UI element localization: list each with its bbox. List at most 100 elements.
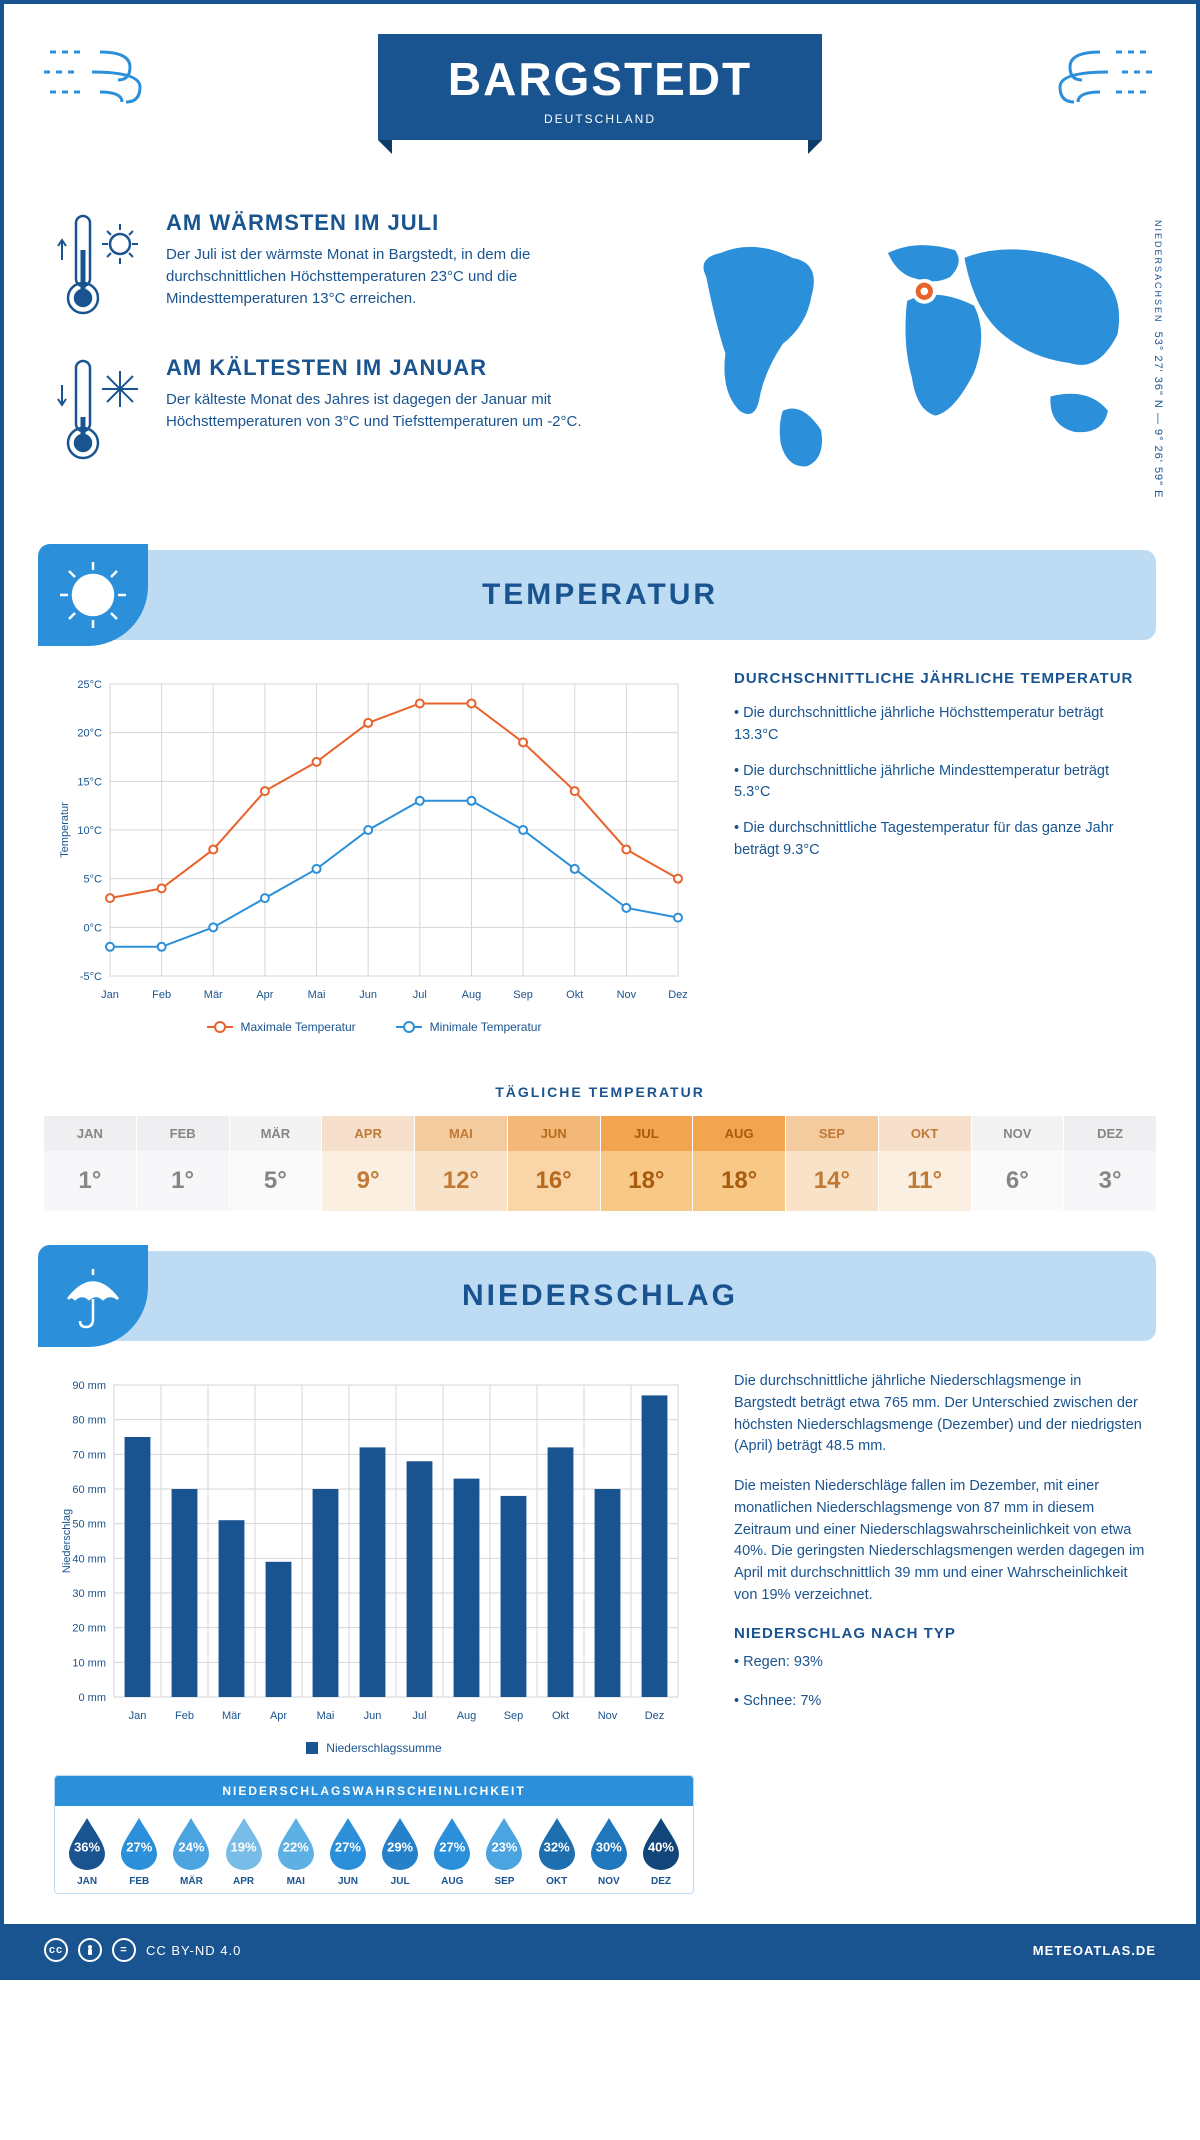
svg-text:Temperatur: Temperatur xyxy=(59,802,71,858)
country-name: DEUTSCHLAND xyxy=(448,112,752,126)
city-name: BARGSTEDT xyxy=(448,52,752,106)
thermometer-hot-icon xyxy=(54,210,144,325)
desc-bullet: • Die durchschnittliche jährliche Höchst… xyxy=(734,703,1146,747)
svg-text:80 mm: 80 mm xyxy=(72,1415,106,1427)
svg-text:Okt: Okt xyxy=(566,989,583,1001)
daily-temp-cell: AUG18° xyxy=(693,1116,786,1211)
svg-text:20 mm: 20 mm xyxy=(72,1623,106,1635)
svg-text:Nov: Nov xyxy=(598,1710,618,1722)
svg-text:60 mm: 60 mm xyxy=(72,1484,106,1496)
prob-cell: 27%JUN xyxy=(322,1816,374,1887)
precip-type: • Schnee: 7% xyxy=(734,1691,1146,1713)
daily-temp-cell: SEP14° xyxy=(786,1116,879,1211)
svg-text:Mär: Mär xyxy=(222,1710,241,1722)
daily-temp-cell: APR9° xyxy=(322,1116,415,1211)
prob-cell: 23%SEP xyxy=(478,1816,530,1887)
svg-text:Mär: Mär xyxy=(204,989,223,1001)
svg-text:-5°C: -5°C xyxy=(80,971,102,983)
svg-text:Jul: Jul xyxy=(413,989,427,1001)
by-icon xyxy=(78,1938,102,1962)
svg-text:Apr: Apr xyxy=(270,1710,287,1722)
prob-cell: 40%DEZ xyxy=(635,1816,687,1887)
svg-text:10 mm: 10 mm xyxy=(72,1657,106,1669)
desc-heading: DURCHSCHNITTLICHE JÄHRLICHE TEMPERATUR xyxy=(734,670,1146,687)
title-banner: BARGSTEDT DEUTSCHLAND xyxy=(378,34,822,140)
wind-icon xyxy=(1040,32,1160,117)
svg-text:Mai: Mai xyxy=(317,1710,335,1722)
cc-icon: cc xyxy=(44,1938,68,1962)
section-title: NIEDERSCHLAG xyxy=(462,1279,738,1313)
intro-row: AM WÄRMSTEN IM JULI Der Juli ist der wär… xyxy=(4,190,1196,540)
daily-temp-table: JAN1°FEB1°MÄR5°APR9°MAI12°JUN16°JUL18°AU… xyxy=(44,1116,1156,1211)
svg-text:Okt: Okt xyxy=(552,1710,569,1722)
prob-cell: 19%APR xyxy=(218,1816,270,1887)
warmest-block: AM WÄRMSTEN IM JULI Der Juli ist der wär… xyxy=(54,210,628,325)
svg-text:40 mm: 40 mm xyxy=(72,1553,106,1565)
prob-cell: 29%JUL xyxy=(374,1816,426,1887)
daily-temp-cell: DEZ3° xyxy=(1064,1116,1156,1211)
coordinates: NIEDERSACHSEN 53° 27' 36" N — 9° 26' 59"… xyxy=(1152,220,1164,498)
nd-icon: = xyxy=(112,1938,136,1962)
daily-temp-cell: MÄR5° xyxy=(230,1116,323,1211)
world-map-block: NIEDERSACHSEN 53° 27' 36" N — 9° 26' 59"… xyxy=(668,210,1146,500)
svg-text:Jan: Jan xyxy=(101,989,119,1001)
prob-cell: 30%NOV xyxy=(583,1816,635,1887)
warmest-title: AM WÄRMSTEN IM JULI xyxy=(166,210,628,236)
svg-text:Dez: Dez xyxy=(645,1710,665,1722)
svg-text:20°C: 20°C xyxy=(77,728,102,740)
desc-bullet: • Die durchschnittliche Tagestemperatur … xyxy=(734,818,1146,862)
svg-text:50 mm: 50 mm xyxy=(72,1519,106,1531)
precip-p2: Die meisten Niederschläge fallen im Deze… xyxy=(734,1476,1146,1607)
umbrella-icon xyxy=(38,1245,148,1347)
svg-text:Nov: Nov xyxy=(617,989,637,1001)
prob-cell: 22%MAI xyxy=(270,1816,322,1887)
site-name: METEOATLAS.DE xyxy=(1033,1943,1156,1958)
svg-text:Sep: Sep xyxy=(513,989,533,1001)
daily-temp-cell: NOV6° xyxy=(972,1116,1065,1211)
precip-type: • Regen: 93% xyxy=(734,1652,1146,1674)
prob-cell: 27%FEB xyxy=(113,1816,165,1887)
svg-text:15°C: 15°C xyxy=(77,776,102,788)
svg-text:5°C: 5°C xyxy=(84,874,103,886)
svg-text:Mai: Mai xyxy=(308,989,326,1001)
desc-bullet: • Die durchschnittliche jährliche Mindes… xyxy=(734,761,1146,805)
svg-text:90 mm: 90 mm xyxy=(72,1380,106,1392)
footer: cc = CC BY-ND 4.0 METEOATLAS.DE xyxy=(4,1924,1196,1976)
chart-legend: Maximale TemperaturMinimale Temperatur xyxy=(54,1020,694,1034)
coldest-title: AM KÄLTESTEN IM JANUAR xyxy=(166,355,628,381)
svg-text:Apr: Apr xyxy=(256,989,273,1001)
coldest-block: AM KÄLTESTEN IM JANUAR Der kälteste Mona… xyxy=(54,355,628,470)
daily-temp-cell: OKT11° xyxy=(879,1116,972,1211)
precip-p1: Die durchschnittliche jährliche Niedersc… xyxy=(734,1371,1146,1458)
sun-icon xyxy=(38,544,148,646)
thermometer-cold-icon xyxy=(54,355,144,470)
prob-cell: 32%OKT xyxy=(531,1816,583,1887)
warmest-text: Der Juli ist der wärmste Monat in Bargst… xyxy=(166,244,628,309)
svg-text:Niederschlag: Niederschlag xyxy=(61,1509,73,1573)
chart-legend: Niederschlagssumme xyxy=(54,1741,694,1755)
svg-text:Aug: Aug xyxy=(457,1710,477,1722)
svg-text:0 mm: 0 mm xyxy=(79,1692,107,1704)
precip-description: Die durchschnittliche jährliche Niedersc… xyxy=(734,1371,1146,1894)
prob-cell: 27%AUG xyxy=(426,1816,478,1887)
svg-text:Feb: Feb xyxy=(152,989,171,1001)
temperature-chart: -5°C0°C5°C10°C15°C20°C25°CJanFebMärAprMa… xyxy=(54,670,694,1034)
daily-temp-cell: JAN1° xyxy=(44,1116,137,1211)
svg-text:25°C: 25°C xyxy=(77,679,102,691)
svg-text:10°C: 10°C xyxy=(77,825,102,837)
svg-text:Sep: Sep xyxy=(504,1710,524,1722)
section-banner-precip: NIEDERSCHLAG xyxy=(44,1251,1156,1341)
daily-temp-cell: JUN16° xyxy=(508,1116,601,1211)
svg-text:70 mm: 70 mm xyxy=(72,1449,106,1461)
precip-probability-box: NIEDERSCHLAGSWAHRSCHEINLICHKEIT 36%JAN27… xyxy=(54,1775,694,1894)
svg-text:Jul: Jul xyxy=(412,1710,426,1722)
prob-cell: 36%JAN xyxy=(61,1816,113,1887)
daily-temp-cell: FEB1° xyxy=(137,1116,230,1211)
wind-icon xyxy=(40,32,160,117)
daily-temp-cell: JUL18° xyxy=(601,1116,694,1211)
world-map-icon xyxy=(668,210,1146,478)
svg-text:Jun: Jun xyxy=(364,1710,382,1722)
precipitation-chart: 0 mm 10 mm 20 mm 30 mm 40 mm 50 mm 60 mm 70 mm 8… xyxy=(54,1371,694,1755)
license-text: CC BY-ND 4.0 xyxy=(146,1943,241,1958)
svg-text:30 mm: 30 mm xyxy=(72,1588,106,1600)
